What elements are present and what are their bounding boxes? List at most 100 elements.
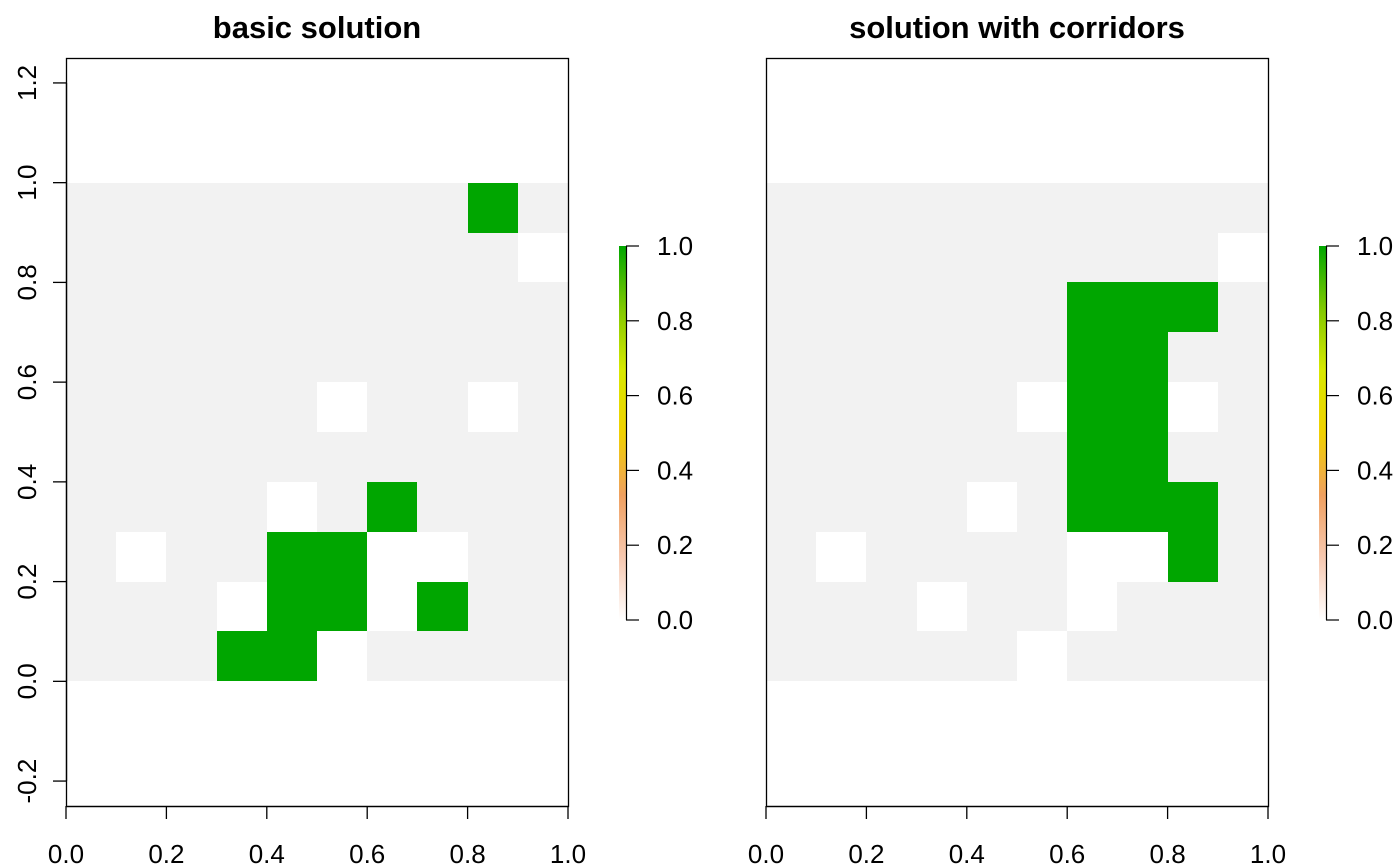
- heatmap-cell: [66, 233, 116, 282]
- heatmap-cell: [816, 631, 866, 681]
- panel-2: solution with corridors 0.0 0.2 0.4 0.6 0.8 1.…: [748, 10, 1393, 865]
- heatmap-cell: [518, 582, 568, 631]
- heatmap-cell: [518, 432, 568, 482]
- heatmap-cell: [66, 183, 116, 233]
- heatmap-cell: [116, 183, 166, 233]
- heatmap-cell: [917, 631, 967, 681]
- heatmap-cell: [166, 582, 217, 631]
- heatmap-cell: [267, 233, 317, 282]
- heatmap-cell: [217, 582, 267, 631]
- heatmap-cell: [917, 482, 967, 532]
- heatmap-cell: [116, 332, 166, 382]
- heatmap-cell: [317, 282, 367, 332]
- heatmap-cell: [816, 183, 866, 233]
- heatmap-cell: [1218, 532, 1268, 582]
- heatmap-cell: [66, 332, 116, 382]
- heatmap-cell: [1017, 532, 1067, 582]
- heatmap-cell: [468, 631, 518, 681]
- heatmap-cell: [518, 183, 568, 233]
- legend-colorbar: 0.0 0.2 0.4 0.6 0.8 1.0: [619, 231, 693, 635]
- heatmap-cell: [267, 183, 317, 233]
- heatmap-cell: [166, 532, 217, 582]
- legend-tick-label: 0.4: [1357, 455, 1393, 485]
- y-axis: -0.2 0.0 0.2 0.4 0.6 0.8 1.0 1.2: [12, 65, 68, 803]
- heatmap-cell: [417, 382, 468, 432]
- legend-tick-label: 0.4: [657, 455, 693, 485]
- heatmap-cell: [1117, 183, 1168, 233]
- heatmap-cell: [1017, 432, 1067, 482]
- heatmap-cell: [1017, 382, 1067, 432]
- heatmap-cell: [1218, 282, 1268, 332]
- x-tick-label: 0.2: [148, 839, 184, 865]
- heatmap-cell: [967, 582, 1017, 631]
- heatmap-cell: [766, 482, 816, 532]
- heatmap-cell: [1218, 482, 1268, 532]
- x-tick-label: 1.0: [1250, 839, 1286, 865]
- heatmap-cell: [1117, 482, 1168, 532]
- heatmap-cell: [66, 432, 116, 482]
- heatmap-cell: [267, 582, 317, 631]
- heatmap-cell: [468, 582, 518, 631]
- heatmap-cell: [166, 382, 217, 432]
- heatmap-cell: [1067, 532, 1117, 582]
- heatmap-cell: [1168, 233, 1218, 282]
- y-tick-label: 0.6: [12, 364, 42, 400]
- heatmap-cell: [66, 532, 116, 582]
- heatmap-cell: [367, 482, 417, 532]
- legend-tick-label: 1.0: [1357, 231, 1393, 261]
- heatmap-cell: [217, 432, 267, 482]
- x-tick-label: 0.0: [48, 839, 84, 865]
- x-tick-label: 0.6: [349, 839, 385, 865]
- heatmap-cell: [917, 183, 967, 233]
- y-tick-label: 1.2: [12, 65, 42, 101]
- heatmap-cell: [766, 532, 816, 582]
- heatmap-cell: [317, 631, 367, 681]
- y-tick-label: 0.8: [12, 264, 42, 300]
- heatmap-cell: [417, 332, 468, 382]
- heatmap-cell: [816, 432, 866, 482]
- heatmap-cell: [417, 282, 468, 332]
- x-tick-label: 0.6: [1049, 839, 1085, 865]
- heatmap-cell: [267, 482, 317, 532]
- heatmap-cell: [267, 432, 317, 482]
- heatmap-cell: [317, 532, 367, 582]
- heatmap-cell: [1017, 582, 1067, 631]
- heatmap-cell: [766, 183, 816, 233]
- heatmap-cell: [217, 382, 267, 432]
- heatmap-cell: [217, 332, 267, 382]
- heatmap-cell: [317, 432, 367, 482]
- heatmap-cell: [1017, 482, 1067, 532]
- heatmap-cell: [367, 332, 417, 382]
- heatmap-cell: [967, 631, 1017, 681]
- heatmap-cell: [267, 631, 317, 681]
- heatmap-cell: [1067, 631, 1117, 681]
- heatmap-cell: [317, 183, 367, 233]
- heatmap-cell: [1168, 532, 1218, 582]
- heatmap-cell: [866, 332, 917, 382]
- heatmap-cell: [1168, 332, 1218, 382]
- heatmap-cell: [1067, 282, 1117, 332]
- x-tick-label: 0.4: [949, 839, 985, 865]
- heatmap-cell: [417, 631, 468, 681]
- heatmap-cell: [468, 382, 518, 432]
- heatmap-cell: [367, 382, 417, 432]
- heatmap-cell: [166, 631, 217, 681]
- heatmap-cell: [766, 631, 816, 681]
- y-tick-label: 0.2: [12, 564, 42, 600]
- heatmap-cell: [217, 233, 267, 282]
- heatmap-cell: [116, 233, 166, 282]
- heatmap-cell: [217, 532, 267, 582]
- heatmap-cell: [866, 631, 917, 681]
- heatmap-cell: [417, 582, 468, 631]
- heatmap-cell: [1067, 183, 1117, 233]
- heatmap-cell: [317, 582, 367, 631]
- heatmap-cell: [166, 183, 217, 233]
- heatmap-cell: [967, 183, 1017, 233]
- heatmap-cell: [866, 282, 917, 332]
- heatmap-cell: [66, 382, 116, 432]
- legend-tick-label: 0.0: [1357, 605, 1393, 635]
- heatmap-cell: [417, 482, 468, 532]
- heatmap-cell: [1218, 233, 1268, 282]
- heatmap-cell: [1067, 332, 1117, 382]
